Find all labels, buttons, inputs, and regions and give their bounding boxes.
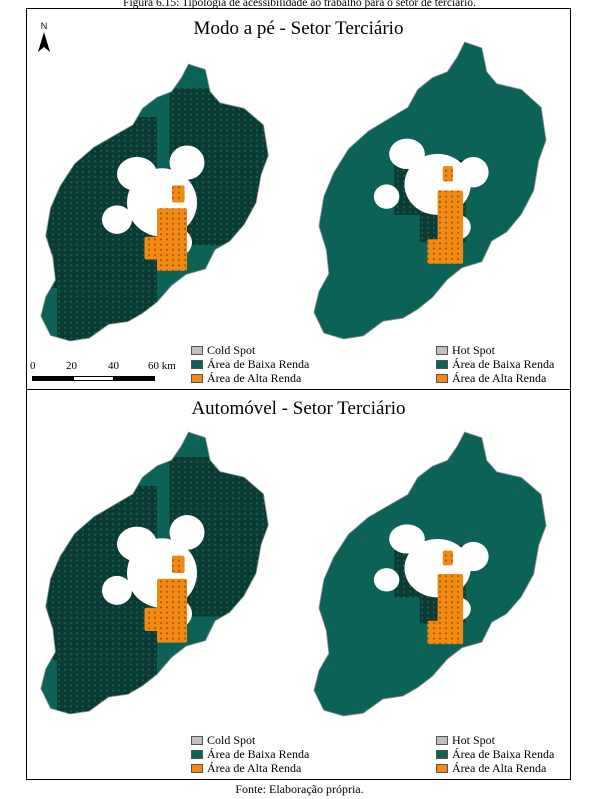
north-arrow-icon: N (38, 21, 50, 52)
legend-item-baixa-renda: Área de Baixa Renda (191, 747, 309, 761)
legend-item-hot-spot: Hot Spot (436, 343, 554, 357)
alta-renda-cluster (442, 166, 453, 182)
panel-title-walking: Modo a pé - Setor Terciário (193, 18, 404, 39)
scale-segment-3 (113, 376, 155, 381)
legend-car-cold: Cold Spot Área de Baixa Renda Área de Al… (191, 733, 309, 775)
region-outline (40, 431, 269, 715)
baixa-renda-cluster (57, 616, 157, 714)
legend-item-cold-spot: Cold Spot (191, 343, 309, 357)
map-car-cold-spot (40, 431, 269, 715)
alta-renda-cluster (427, 620, 443, 645)
panel-divider (26, 389, 571, 390)
legend-walking-cold: Cold Spot Área de Baixa Renda Área de Al… (191, 343, 309, 385)
scale-label-40: 40 (108, 360, 119, 372)
scale-label-0: 0 (30, 360, 36, 372)
legend-item-hot-spot: Hot Spot (436, 733, 554, 747)
non-significant-area (389, 524, 425, 554)
non-significant-area (169, 145, 205, 180)
legend-item-cold-spot: Cold Spot (191, 733, 309, 747)
alta-renda-cluster (442, 550, 453, 566)
legend-walking-hot: Hot Spot Área de Baixa Renda Área de Alt… (436, 343, 554, 385)
baixa-renda-cluster (57, 245, 157, 341)
legend-item-baixa-renda: Área de Baixa Renda (191, 357, 309, 371)
alta-renda-cluster (437, 574, 464, 645)
alta-renda-cluster (172, 555, 185, 573)
map-car-hot-spot (313, 431, 547, 717)
north-label: N (41, 21, 48, 31)
scale-segment-1 (32, 376, 74, 381)
alta-renda-cluster (427, 239, 443, 264)
legend-item-alta-renda: Área de Alta Renda (436, 761, 554, 775)
map-walking-cold-spot (40, 63, 269, 342)
alta-renda-cluster (144, 236, 165, 260)
scale-segment-2 (73, 376, 114, 381)
legend-item-alta-renda: Área de Alta Renda (191, 371, 309, 385)
legend-item-alta-renda: Área de Alta Renda (191, 761, 309, 775)
non-significant-area (458, 541, 489, 572)
non-significant-area (102, 575, 132, 605)
legend-item-baixa-renda: Área de Baixa Renda (436, 357, 554, 371)
legend-item-alta-renda: Área de Alta Renda (436, 371, 554, 385)
scale-bar: 0 20 40 60 km (30, 360, 190, 390)
alta-renda-cluster (437, 190, 464, 264)
non-significant-area (458, 156, 489, 188)
alta-renda-cluster (172, 185, 185, 203)
region-outline (40, 63, 269, 342)
region-outline (313, 431, 547, 717)
panel-title-car: Automóvel - Setor Terciário (191, 398, 406, 419)
alta-renda-cluster (144, 607, 165, 631)
map-walking-hot-spot (313, 41, 547, 340)
scale-label-20: 20 (66, 360, 77, 372)
figure-source: Fonte: Elaboração própria. (235, 782, 364, 796)
figure-caption: Figura 6.15: Tipologia de acessibilidade… (123, 0, 476, 9)
non-significant-area (373, 184, 400, 209)
legend-car-hot: Hot Spot Área de Baixa Renda Área de Alt… (436, 733, 554, 775)
non-significant-area (389, 138, 425, 170)
non-significant-area (117, 156, 157, 192)
scale-label-60: 60 km (148, 360, 176, 372)
region-outline (313, 41, 547, 340)
non-significant-area (373, 568, 400, 592)
non-significant-area (169, 515, 205, 550)
non-significant-area (117, 526, 157, 562)
legend-item-baixa-renda: Área de Baixa Renda (436, 747, 554, 761)
non-significant-area (102, 205, 132, 234)
